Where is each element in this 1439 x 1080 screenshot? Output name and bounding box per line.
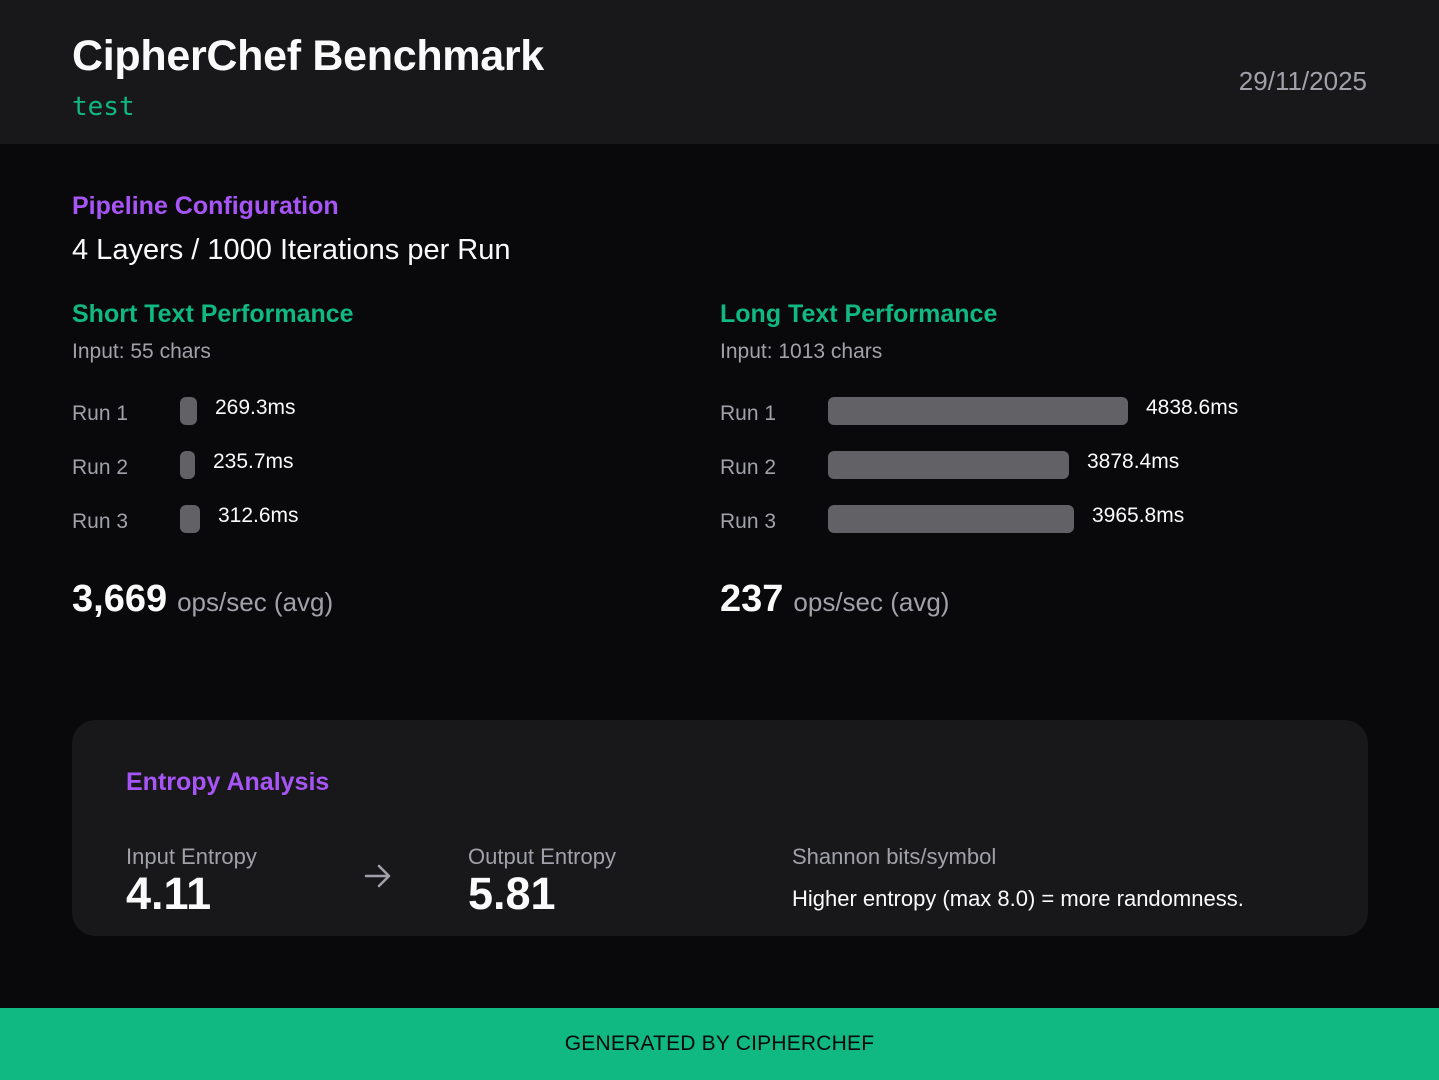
entropy-note: Higher entropy (max 8.0) = more randomne…	[792, 886, 1244, 911]
report-subtitle: test	[72, 92, 135, 122]
run-label: Run 1	[720, 402, 777, 425]
page-title: CipherChef Benchmark	[72, 32, 544, 80]
report-date: 29/11/2025	[1238, 66, 1367, 96]
ops-unit: ops/sec (avg)	[177, 587, 334, 617]
run-bar	[828, 505, 1074, 533]
entropy-card: Entropy Analysis Input Entropy 4.11 Outp…	[72, 720, 1368, 936]
ops-value: 237	[720, 578, 784, 620]
pipeline-description: 4 Layers / 1000 Iterations per Run	[72, 234, 511, 266]
run-value: 269.3ms	[215, 396, 296, 419]
ops-value: 3,669	[72, 578, 168, 620]
ops-unit: ops/sec (avg)	[793, 587, 950, 617]
arrow-right-icon	[364, 864, 391, 888]
output-entropy-label: Output Entropy	[468, 844, 616, 869]
run-value: 3878.4ms	[1087, 450, 1180, 473]
run-bar	[180, 505, 200, 533]
long-text-input-size: Input: 1013 chars	[720, 340, 883, 363]
short-run-row: Run 1 269.3ms	[72, 396, 296, 426]
pipeline-heading: Pipeline Configuration	[72, 192, 339, 220]
run-bar	[828, 451, 1069, 479]
entropy-heading: Entropy Analysis	[126, 768, 330, 796]
long-text-heading: Long Text Performance	[720, 300, 998, 328]
run-bar	[180, 397, 197, 425]
short-text-input-size: Input: 55 chars	[72, 340, 211, 363]
run-bar	[180, 451, 195, 479]
output-entropy-value: 5.81	[468, 868, 556, 919]
run-label: Run 3	[720, 510, 777, 533]
long-ops-summary: 237 ops/sec (avg)	[720, 578, 949, 621]
run-value: 4838.6ms	[1146, 396, 1239, 419]
short-ops-summary: 3,669 ops/sec (avg)	[72, 578, 333, 621]
input-entropy-label: Input Entropy	[126, 844, 257, 869]
run-bar	[828, 397, 1128, 425]
entropy-unit-label: Shannon bits/symbol	[792, 844, 997, 869]
run-value: 3965.8ms	[1092, 504, 1185, 527]
run-label: Run 2	[720, 456, 777, 479]
run-label: Run 1	[72, 402, 129, 425]
run-label: Run 2	[72, 456, 129, 479]
report-header: CipherChef Benchmark test 29/11/2025	[0, 0, 1439, 144]
footer-banner: GENERATED BY CIPHERCHEF	[0, 1008, 1439, 1080]
short-text-heading: Short Text Performance	[72, 300, 354, 328]
short-run-row: Run 3 312.6ms	[72, 504, 299, 534]
long-run-row: Run 3 3965.8ms	[720, 504, 1184, 534]
footer-text: GENERATED BY CIPHERCHEF	[564, 1032, 875, 1055]
long-run-row: Run 1 4838.6ms	[720, 396, 1238, 426]
short-run-row: Run 2 235.7ms	[72, 450, 294, 480]
long-run-row: Run 2 3878.4ms	[720, 450, 1179, 480]
input-entropy-value: 4.11	[126, 868, 212, 919]
run-value: 312.6ms	[218, 504, 299, 527]
run-value: 235.7ms	[213, 450, 294, 473]
run-label: Run 3	[72, 510, 129, 533]
